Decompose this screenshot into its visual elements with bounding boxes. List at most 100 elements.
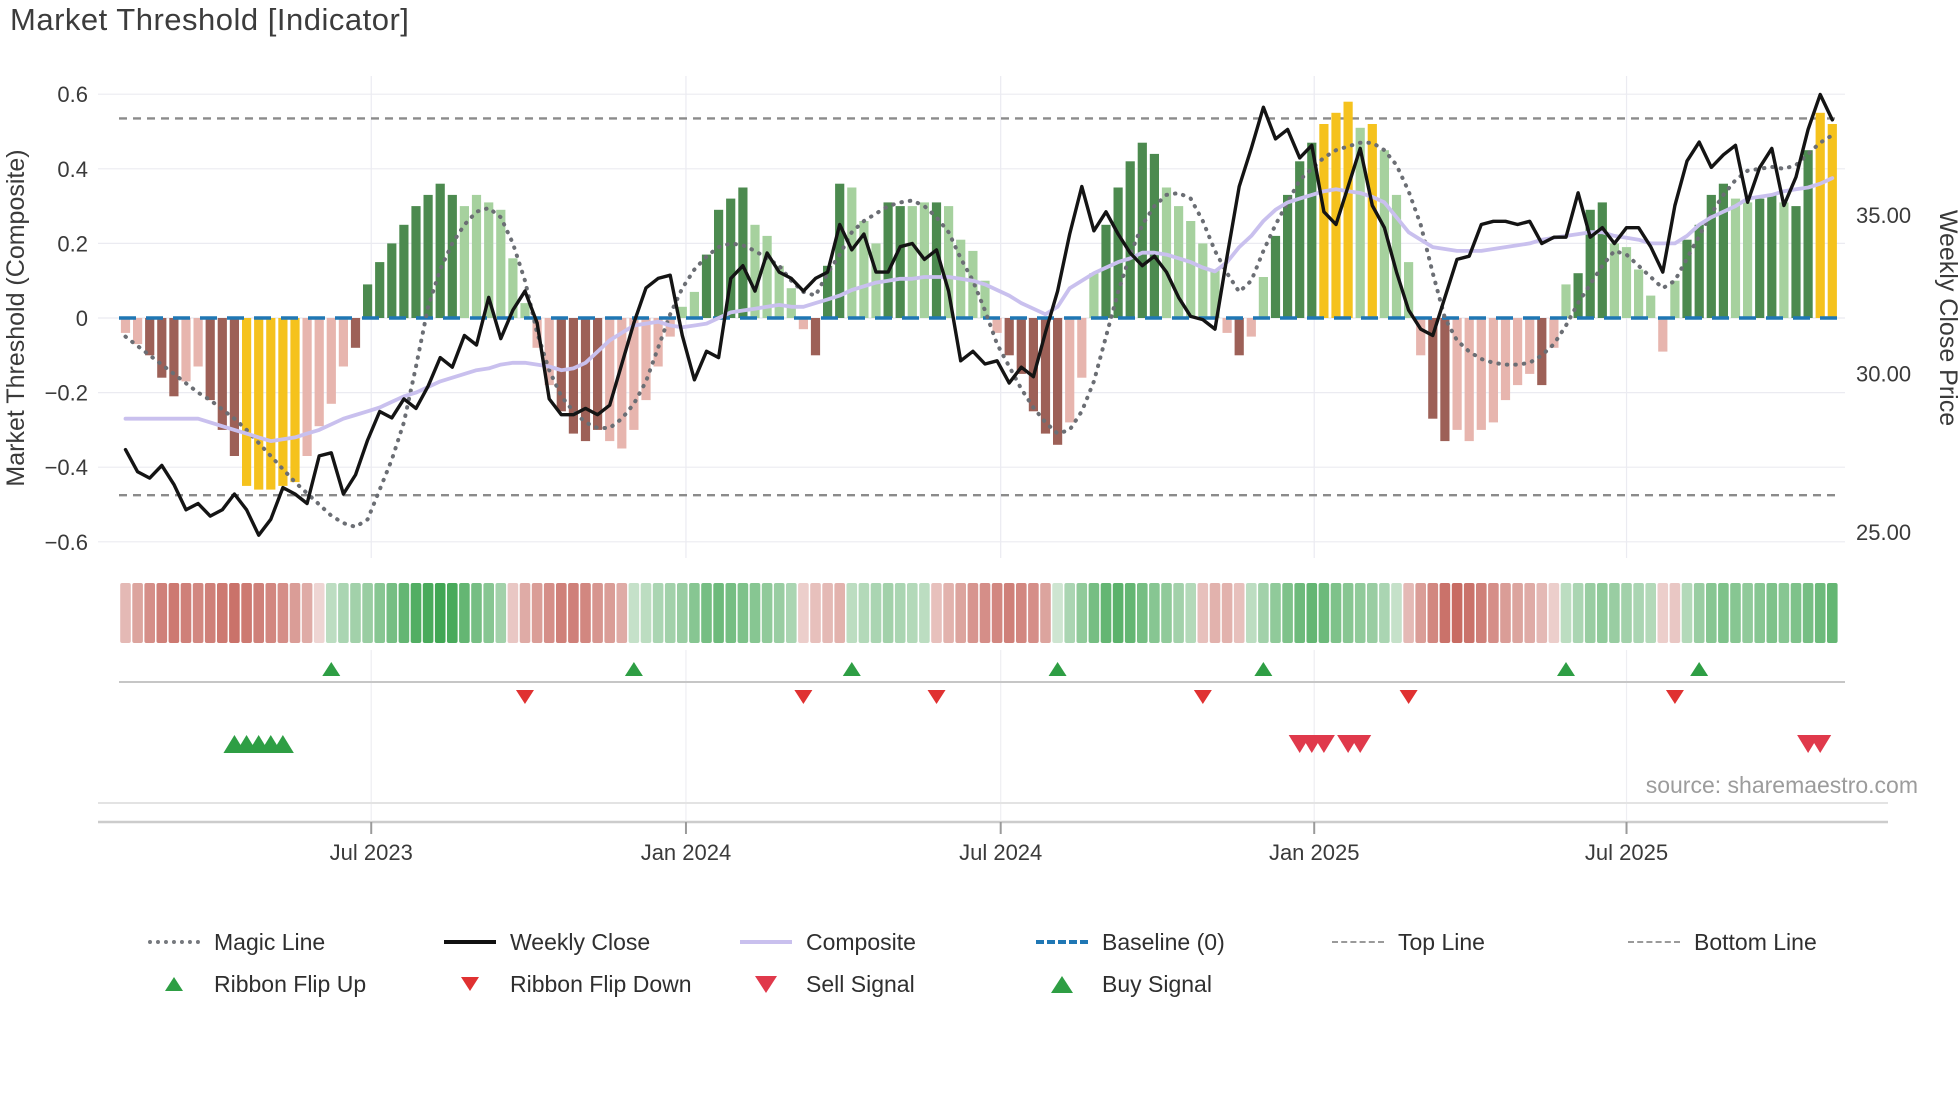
composite-bar <box>1125 161 1135 318</box>
ribbon-cell <box>701 583 712 643</box>
ribbon-cell <box>761 583 773 643</box>
ribbon-cell <box>338 583 349 643</box>
ribbon-cell <box>301 583 313 643</box>
ribbon-cell <box>1403 583 1414 643</box>
legend-item-bottom-line: Bottom Line <box>1628 928 1924 956</box>
composite-bar <box>1827 124 1837 318</box>
ribbon-cell <box>144 583 155 643</box>
left-axis-tick-label: 0 <box>76 306 88 331</box>
composite-bar <box>1730 198 1741 318</box>
ribbon-cell <box>1354 583 1366 643</box>
ribbon-cell <box>737 583 749 643</box>
ribbon-flip-down-marker <box>1665 690 1684 704</box>
ribbon-cell <box>580 583 591 643</box>
ribbon-cell <box>447 583 458 643</box>
composite-bar <box>1319 124 1329 318</box>
ribbon-cell <box>786 583 797 643</box>
legend-item-ribbon-flip-down: Ribbon Flip Down <box>444 970 740 998</box>
ribbon-cell <box>882 583 894 643</box>
composite-bar <box>338 318 348 367</box>
composite-bar <box>1198 243 1208 318</box>
sell-signal-icon <box>740 975 792 993</box>
composite-bar <box>1488 318 1498 423</box>
ribbon-cell <box>592 583 603 643</box>
ribbon-flip-down-icon <box>444 977 496 991</box>
composite-bar <box>1040 318 1051 434</box>
ribbon-cell <box>846 583 858 643</box>
page-title: Market Threshold [Indicator] <box>10 2 410 37</box>
ribbon-cell <box>398 583 410 643</box>
axis-labels: 0.6 0.4 0.2 0 −0.2 −0.4 −0.6 35.00 30.00 25.00 Jul… <box>45 82 1912 865</box>
composite-bar <box>326 318 336 404</box>
ribbon-cell <box>374 583 385 643</box>
ribbon-flip-up-marker <box>624 662 643 676</box>
composite-bar <box>1440 318 1450 442</box>
ribbon-cell <box>979 583 991 643</box>
ribbon-cell <box>507 583 519 643</box>
composite-bar <box>1307 142 1317 318</box>
composite-bar <box>980 280 990 318</box>
ribbon-cell <box>132 583 143 643</box>
line-series <box>123 92 1835 537</box>
composite-bar <box>835 183 845 318</box>
composite-bar <box>217 318 227 430</box>
ribbon-flip-up-icon <box>148 977 200 991</box>
ribbon-cell <box>253 583 264 643</box>
ribbon-cell <box>1536 583 1548 643</box>
ribbon-flip-up-marker <box>1254 662 1273 676</box>
composite-bar <box>447 194 457 318</box>
ribbon-cell <box>1197 583 1209 643</box>
legend-item-weekly-close: Weekly Close <box>444 928 740 956</box>
composite-bar <box>181 318 191 382</box>
composite-bar <box>689 291 699 318</box>
composite-bar <box>1573 273 1583 318</box>
ribbon-cell <box>1681 583 1693 643</box>
ribbon-cell <box>1282 583 1293 643</box>
composite-bar <box>1258 277 1268 318</box>
ribbon-cell <box>677 583 688 643</box>
ribbon-cell <box>1548 583 1560 643</box>
ribbon-cell <box>217 583 228 643</box>
composite-bar <box>145 318 155 356</box>
ribbon-cell <box>749 583 761 643</box>
ribbon-cell <box>1645 583 1656 643</box>
ribbon-cell <box>1572 583 1584 643</box>
composite-bar <box>459 206 469 318</box>
ribbon-cell <box>991 583 1003 643</box>
composite-bar <box>1513 318 1523 386</box>
composite-bar <box>786 288 796 318</box>
ribbon-cell <box>313 583 325 643</box>
composite-bar <box>1500 318 1511 401</box>
source-note: source: sharemaestro.com <box>1646 772 1918 798</box>
ribbon-cell <box>1597 583 1608 643</box>
ribbon-cell <box>483 583 494 643</box>
composite-bar <box>387 243 397 318</box>
ribbon-cell <box>1802 583 1814 643</box>
ribbon-cell <box>1827 583 1838 643</box>
ribbon-cell <box>1124 583 1136 643</box>
ribbon-cell <box>907 583 918 643</box>
composite-bar <box>1755 198 1765 318</box>
composite-bar <box>593 318 603 430</box>
ribbon-cell <box>1270 583 1281 643</box>
ribbon-flip-up-marker <box>1556 662 1575 676</box>
composite-bar <box>435 183 445 318</box>
ribbon-cell <box>1112 583 1124 643</box>
composite-bar <box>774 265 784 318</box>
ribbon-cell <box>519 583 531 643</box>
buy-signal-icon <box>1036 975 1088 993</box>
top-line-swatch-icon <box>1332 941 1384 943</box>
composite-bar <box>423 194 433 318</box>
x-axis-tick-label: Jul 2025 <box>1585 840 1668 865</box>
left-axis-tick-label: 0.2 <box>57 231 88 256</box>
ribbon-cell <box>1318 583 1330 643</box>
ribbon-cell <box>1185 583 1196 643</box>
composite-bar <box>205 318 215 401</box>
ribbon-cell <box>773 583 785 643</box>
composite-bar <box>1537 318 1547 386</box>
composite-bar <box>907 206 917 318</box>
composite-bar <box>1670 280 1680 318</box>
ribbon-flip-down-marker <box>927 690 946 704</box>
ribbon-cell <box>652 583 664 643</box>
